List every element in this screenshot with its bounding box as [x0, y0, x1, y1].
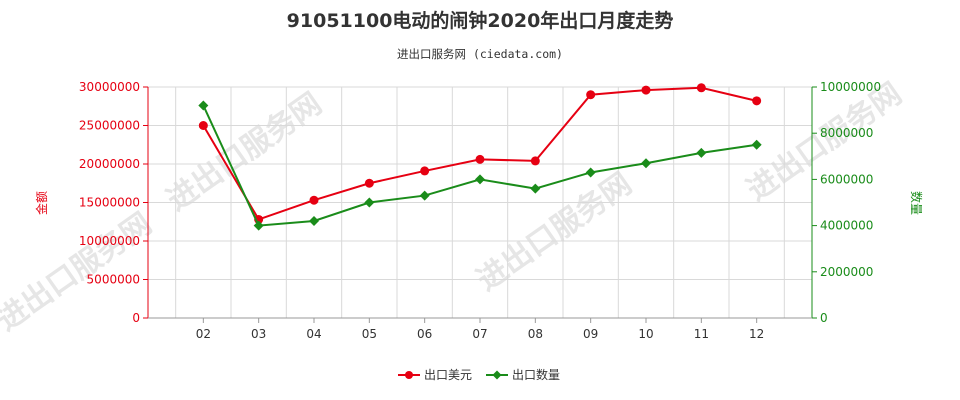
data-point-05 [364, 178, 374, 188]
y-right-tick-label: 10000000 [820, 80, 881, 94]
legend-item-2[interactable]: 出口数量 [486, 367, 560, 382]
data-point-09 [586, 90, 596, 100]
y-right-tick-label: 4000000 [820, 219, 873, 233]
y-left-tick-label: 25000000 [79, 119, 140, 133]
y-left-axis-label: 金额 [34, 191, 49, 215]
data-point-04 [309, 215, 319, 226]
x-tick-label: 09 [583, 327, 598, 341]
data-point-09 [585, 167, 596, 178]
y-left-tick-label: 10000000 [79, 234, 140, 248]
series-2 [198, 100, 762, 231]
data-point-02 [198, 121, 208, 130]
data-point-12 [752, 96, 762, 106]
data-point-08 [530, 183, 541, 194]
y-right-tick-label: 6000000 [820, 172, 873, 186]
watermark-text: 进出口服务网 [161, 86, 329, 218]
y-right-axis-label: 数量 [909, 191, 924, 215]
data-point-06 [419, 190, 430, 201]
y-left-tick-label: 30000000 [79, 80, 140, 94]
data-point-03 [253, 220, 264, 231]
chart-title: 91051100电动的闹钟2020年出口月度走势 [287, 9, 674, 32]
x-tick-label: 06 [417, 327, 432, 341]
y-left-tick-label: 20000000 [79, 157, 140, 171]
data-point-07 [475, 154, 485, 164]
chart-subtitle: 进出口服务网 (ciedata.com) [397, 47, 563, 61]
data-point-08 [530, 156, 540, 166]
data-point-11 [696, 83, 706, 93]
data-point-07 [475, 174, 485, 185]
legend-marker [405, 371, 413, 379]
y-left-tick-label: 0 [132, 311, 140, 325]
watermark-text: 进出口服务网 [471, 166, 639, 298]
legend[interactable]: 出口美元 出口数量 [398, 367, 560, 382]
x-tick-label: 10 [638, 327, 653, 341]
y-right-tick-label: 0 [820, 311, 828, 325]
y-right-tick-label: 8000000 [820, 126, 873, 140]
x-tick-label: 12 [749, 327, 764, 341]
x-tick-label: 08 [528, 327, 543, 341]
watermark-text: 进出口服务网 [741, 76, 909, 208]
x-tick-label: 11 [694, 327, 709, 341]
series-1 [198, 83, 762, 224]
data-point-02 [198, 100, 209, 111]
legend-label: 出口数量 [512, 367, 560, 382]
data-point-11 [696, 147, 707, 158]
y-left-tick-label: 15000000 [79, 196, 140, 210]
legend-item-1[interactable]: 出口美元 [398, 368, 472, 382]
data-point-04 [309, 195, 319, 205]
y-left-tick-label: 5000000 [87, 273, 140, 287]
data-point-05 [364, 197, 375, 208]
axes: 0500000010000000150000002000000025000000… [79, 80, 881, 341]
x-tick-label: 02 [196, 327, 211, 341]
data-point-06 [420, 166, 430, 176]
y-right-tick-label: 2000000 [820, 265, 873, 279]
x-tick-label: 04 [306, 327, 321, 341]
data-point-10 [641, 85, 651, 95]
legend-label: 出口美元 [424, 368, 472, 382]
x-tick-label: 05 [362, 327, 377, 341]
data-point-12 [751, 139, 762, 150]
data-point-10 [641, 158, 651, 169]
series-layer [198, 83, 762, 231]
legend-marker [492, 370, 502, 380]
x-tick-label: 03 [251, 327, 266, 341]
x-tick-label: 07 [472, 327, 487, 341]
